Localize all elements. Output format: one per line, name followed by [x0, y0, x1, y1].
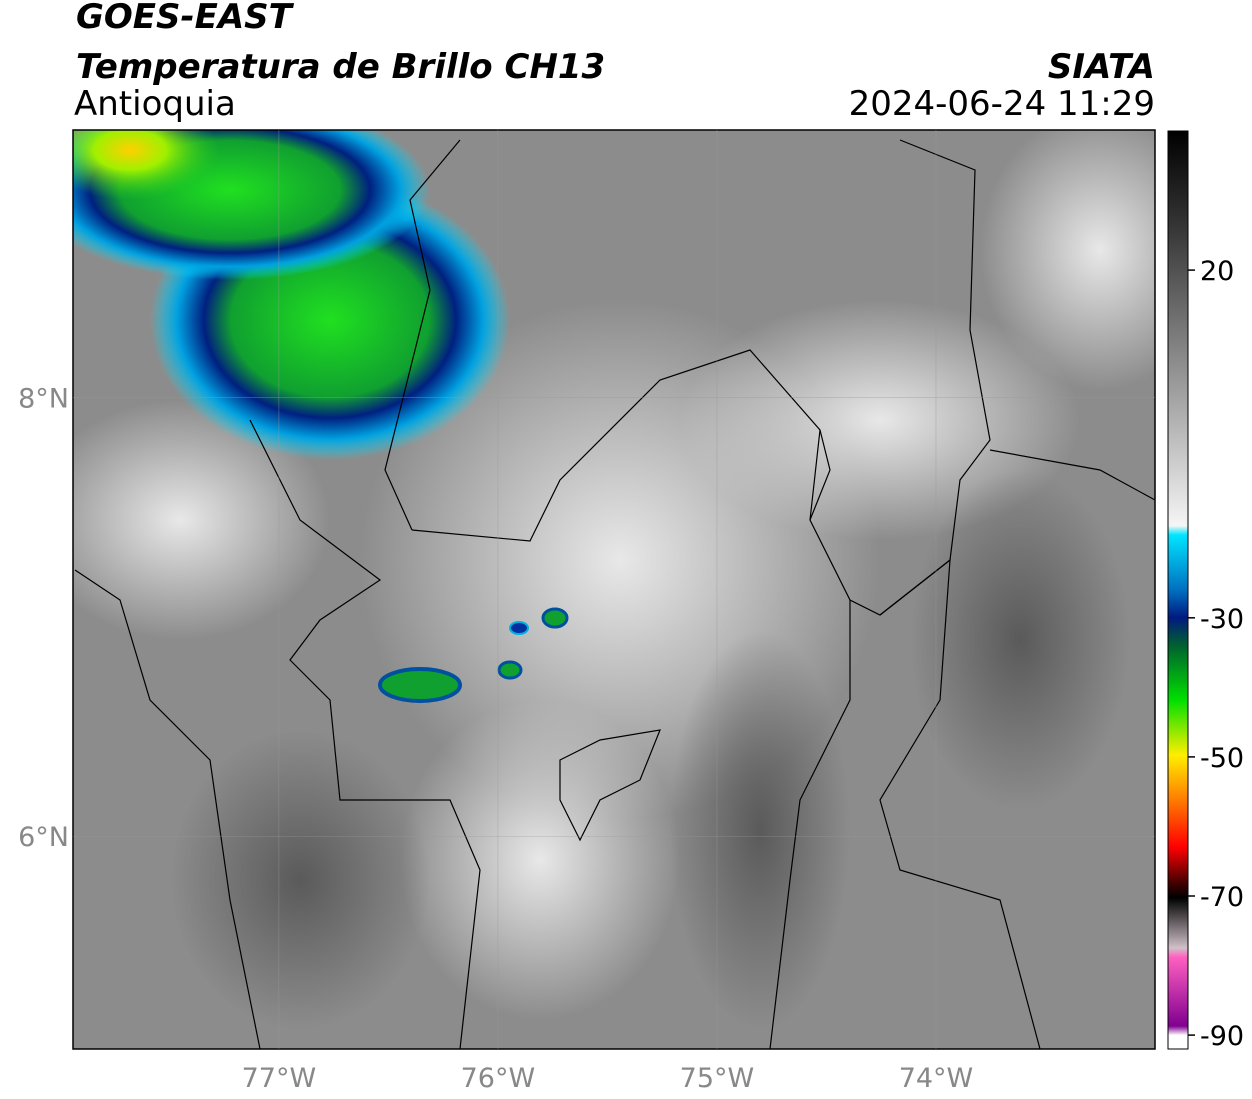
colorbar-tick-label: -50	[1200, 743, 1244, 774]
subtitle: Temperatura de Brillo CH13	[76, 47, 605, 87]
colorbar-tick-label: -70	[1200, 882, 1244, 913]
y-tick-label: 8°N	[18, 384, 69, 415]
timestamp: 2024-06-24 11:29	[849, 84, 1155, 124]
colorbar-tick-label: 20	[1200, 256, 1234, 287]
x-tick-label: 75°W	[680, 1063, 755, 1094]
x-tick-label: 76°W	[461, 1063, 536, 1094]
region: Antioquia	[74, 84, 236, 124]
y-tick-label: 6°N	[18, 822, 69, 853]
x-tick-label: 74°W	[899, 1063, 974, 1094]
x-tick-label: 77°W	[242, 1063, 317, 1094]
colorbar-tick-label: -30	[1200, 604, 1244, 635]
satellite-image	[73, 130, 1155, 1049]
colorbar	[1167, 130, 1189, 1050]
source: SIATA	[1048, 47, 1155, 87]
map-frame	[72, 129, 1156, 1050]
colorbar-tick-label: -90	[1200, 1021, 1244, 1052]
title: GOES-EAST	[76, 0, 295, 37]
title-block: GOES-EAST Temperatura de Brillo CH13 Ant…	[74, 0, 1155, 124]
